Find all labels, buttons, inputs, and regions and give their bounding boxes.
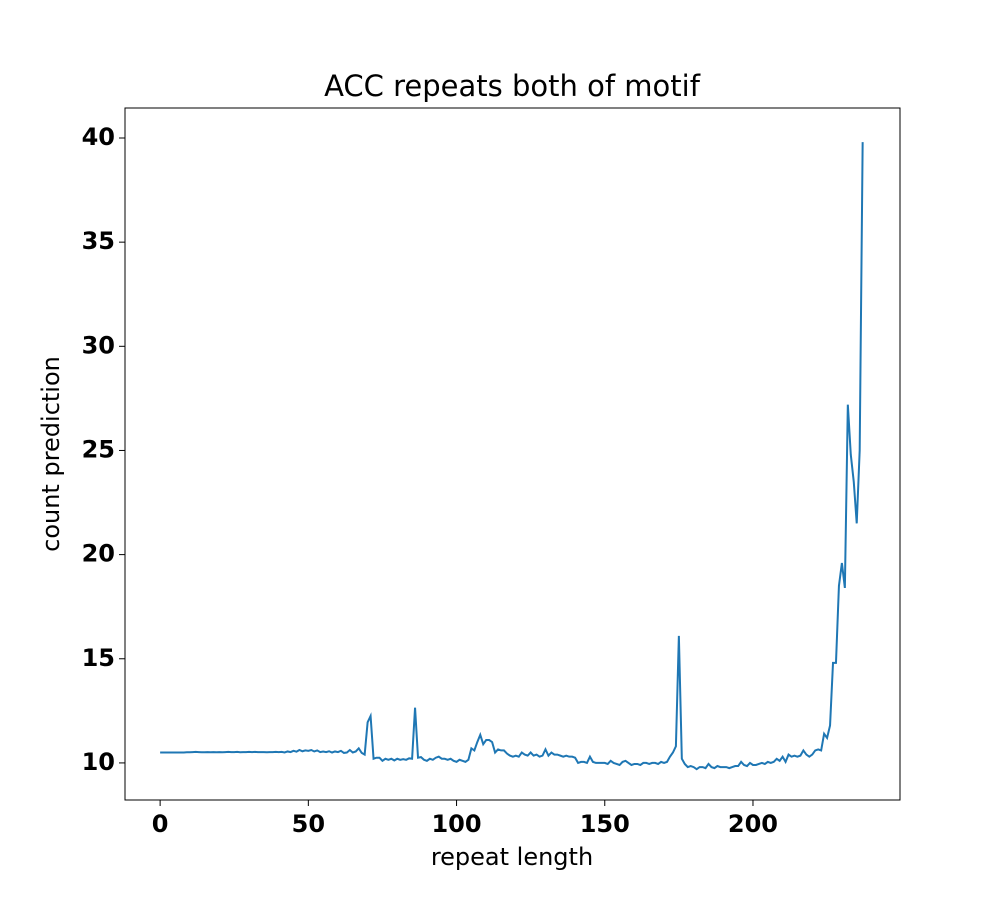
plot-frame <box>124 107 901 801</box>
y-axis-label: count prediction <box>37 356 65 552</box>
y-tick-label: 10 <box>82 748 115 776</box>
y-tick-label: 25 <box>82 435 115 463</box>
chart-title: ACC repeats both of motif <box>324 69 701 103</box>
y-tick-label: 35 <box>82 227 115 255</box>
x-axis-label: repeat length <box>431 843 593 871</box>
y-tick-label: 15 <box>82 644 115 672</box>
data-line <box>160 142 864 771</box>
x-tick-label: 50 <box>292 810 325 838</box>
x-tick-label: 200 <box>728 810 778 838</box>
y-tick-label: 20 <box>82 540 115 568</box>
y-tick-label: 30 <box>82 331 115 359</box>
y-tick-label: 40 <box>82 123 115 151</box>
x-tick-label: 100 <box>431 810 481 838</box>
x-tick-label: 150 <box>580 810 630 838</box>
x-tick-label: 0 <box>152 810 169 838</box>
